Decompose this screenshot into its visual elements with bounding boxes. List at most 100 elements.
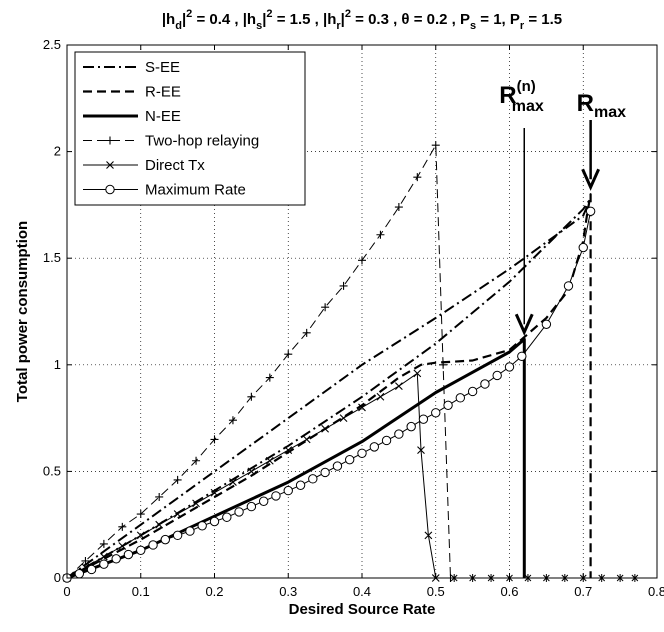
series-line bbox=[66, 197, 592, 579]
plus-marker bbox=[431, 141, 440, 150]
x-marker bbox=[321, 424, 330, 433]
legend: S-EE R-EE N-EE Two-hop relaying Direct Tx Max… bbox=[74, 51, 306, 206]
series-s-ee bbox=[66, 198, 592, 579]
series-line bbox=[66, 198, 592, 579]
annotation-label: Rmax bbox=[577, 90, 626, 121]
circle-marker bbox=[136, 545, 146, 555]
circle-marker bbox=[578, 242, 588, 253]
x-marker bbox=[339, 414, 348, 422]
x-tick-label: 0.3 bbox=[279, 584, 297, 599]
plus-marker bbox=[106, 136, 114, 145]
series-direct-tx bbox=[63, 369, 440, 582]
plus-marker bbox=[358, 256, 366, 265]
circle-marker bbox=[369, 442, 380, 452]
y-tick-label: 0 bbox=[54, 570, 61, 585]
circle-marker bbox=[209, 516, 220, 527]
legend-label: Maximum Rate bbox=[145, 182, 246, 199]
x-marker bbox=[99, 552, 108, 561]
circle-marker bbox=[123, 549, 134, 560]
circle-marker bbox=[480, 379, 490, 389]
legend-label: N-EE bbox=[145, 108, 181, 125]
x-tick-label: 0.2 bbox=[205, 584, 223, 599]
x-marker bbox=[302, 435, 311, 444]
annotation-arrow-head bbox=[581, 168, 600, 191]
x-marker bbox=[136, 531, 145, 540]
x-marker bbox=[413, 369, 422, 378]
legend-label: Direct Tx bbox=[145, 157, 205, 174]
circle-marker bbox=[283, 485, 293, 496]
circle-marker bbox=[455, 393, 466, 403]
x-tick-label: 0.5 bbox=[427, 584, 445, 599]
x-marker bbox=[210, 488, 219, 497]
x-marker bbox=[173, 510, 182, 518]
circle-marker bbox=[585, 206, 596, 216]
circle-marker bbox=[406, 421, 416, 432]
circle-marker bbox=[295, 480, 306, 490]
circle-marker bbox=[431, 408, 441, 418]
x-tick-label: 0.1 bbox=[132, 584, 150, 599]
circle-marker bbox=[258, 496, 269, 506]
series-s-ee bbox=[66, 197, 592, 579]
circle-marker bbox=[332, 461, 343, 471]
circle-marker bbox=[111, 554, 121, 564]
circle-marker bbox=[246, 501, 257, 512]
plus-marker bbox=[376, 230, 385, 239]
circle-marker bbox=[541, 319, 552, 329]
annotation-rmax: Rmax bbox=[577, 90, 626, 191]
y-tick-label: 2 bbox=[54, 144, 61, 159]
x-marker bbox=[376, 392, 385, 401]
x-marker bbox=[417, 446, 425, 454]
circle-marker bbox=[99, 559, 109, 569]
x-marker bbox=[192, 499, 200, 508]
y-tick-label: 1.5 bbox=[43, 250, 61, 265]
x-tick-label: 0.6 bbox=[500, 584, 518, 599]
x-tick-label: 0.7 bbox=[574, 584, 592, 599]
x-tick-label: 0.4 bbox=[353, 584, 371, 599]
x-marker bbox=[118, 542, 127, 550]
circle-marker bbox=[443, 400, 453, 411]
circle-marker bbox=[517, 351, 527, 361]
circle-marker bbox=[185, 526, 195, 536]
y-tick-label: 1 bbox=[54, 357, 61, 372]
plus-marker bbox=[228, 416, 237, 425]
chart-title: |hd|2 = 0.4 , |hs|2 = 1.5 , |hr|2 = 0.3 … bbox=[162, 8, 562, 32]
circle-marker bbox=[492, 370, 502, 381]
circle-marker bbox=[74, 569, 85, 579]
x-marker bbox=[284, 446, 293, 454]
plus-marker bbox=[81, 556, 90, 565]
series-two-hop-relaying bbox=[63, 141, 455, 582]
circle-marker bbox=[148, 540, 158, 550]
series-maximum-rate bbox=[62, 206, 596, 583]
annotation-arrow-head bbox=[514, 313, 534, 336]
circle-marker bbox=[394, 429, 404, 439]
plus-marker bbox=[210, 435, 219, 444]
x-tick-label: 0.8 bbox=[648, 584, 664, 599]
circle-marker bbox=[160, 534, 171, 545]
legend-box bbox=[74, 51, 306, 206]
y-axis-label: Total power consumption bbox=[14, 221, 31, 402]
x-marker bbox=[229, 478, 237, 486]
circle-marker bbox=[320, 467, 330, 478]
circle-marker bbox=[86, 564, 97, 575]
plus-marker bbox=[413, 173, 422, 182]
plus-marker bbox=[118, 522, 127, 531]
legend-label: S-EE bbox=[145, 59, 180, 76]
x-marker bbox=[265, 456, 274, 465]
plus-marker bbox=[439, 360, 448, 369]
plus-marker bbox=[136, 510, 145, 519]
x-tick-label: 0 bbox=[63, 584, 70, 599]
plus-marker bbox=[265, 373, 274, 382]
circle-marker bbox=[271, 491, 281, 501]
y-tick-label: 0.5 bbox=[43, 463, 61, 478]
plus-marker bbox=[321, 303, 330, 312]
x-axis-label: Desired Source Rate bbox=[289, 601, 436, 618]
circle-marker bbox=[563, 281, 574, 291]
plus-marker bbox=[192, 456, 201, 465]
circle-marker bbox=[105, 184, 115, 195]
circle-marker bbox=[308, 474, 318, 484]
plus-marker bbox=[247, 392, 256, 401]
x-marker bbox=[394, 382, 403, 391]
circle-marker bbox=[222, 512, 232, 522]
circle-marker bbox=[357, 448, 367, 458]
